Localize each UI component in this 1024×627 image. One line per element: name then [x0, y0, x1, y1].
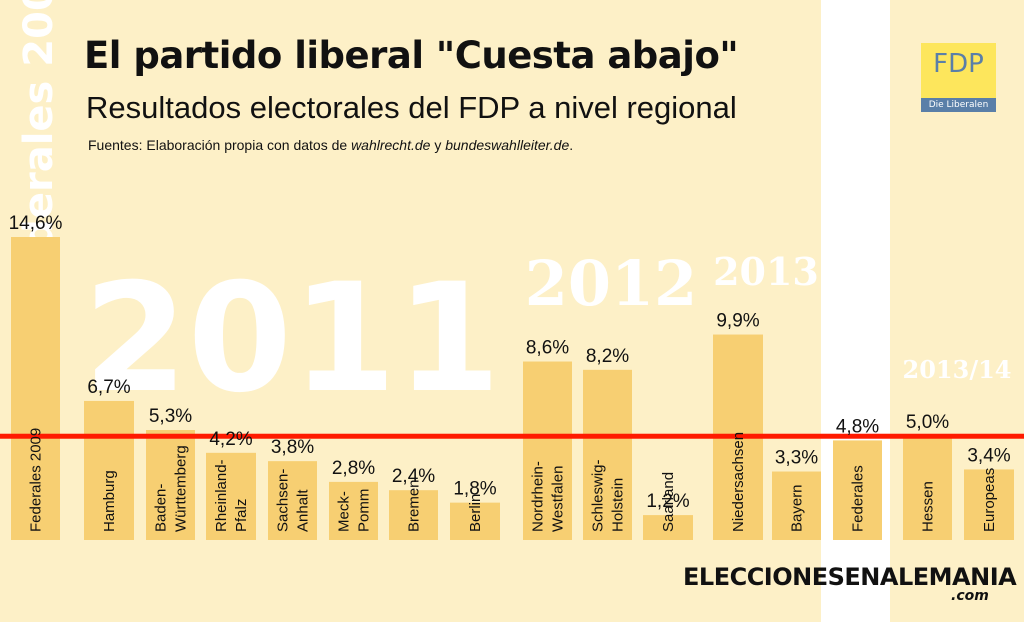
bar-10: [643, 515, 693, 540]
value-label-5: 2,8%: [332, 458, 375, 479]
value-label-13: 4,8%: [836, 416, 879, 437]
bar-8: [523, 361, 572, 540]
bar-7: [450, 502, 500, 540]
value-label-6: 2,4%: [392, 466, 435, 487]
category-label-6: Bremen: [406, 479, 423, 532]
category-label-8-0: Nordrhein-: [530, 461, 547, 532]
page-title: El partido liberal "Cuesta abajo": [84, 34, 739, 77]
category-label-9-1: Holstein: [610, 478, 627, 532]
category-label-9-0: Schleswig-: [590, 459, 607, 532]
sources-site-1: wahlrecht.de: [351, 137, 431, 153]
page-subtitle: Resultados electorales del FDP a nivel r…: [86, 90, 737, 125]
category-label-3-0: Rheinland-: [213, 459, 230, 532]
bar-2: [146, 430, 195, 540]
category-label-5-1: Pomm: [356, 489, 373, 532]
bar-3: [206, 452, 256, 540]
bar-9: [583, 369, 632, 540]
category-label-0: Federales 2009: [28, 428, 45, 532]
period-label-2013: 2013: [713, 249, 819, 294]
value-label-1: 6,7%: [87, 377, 130, 398]
value-label-14: 5,0%: [906, 412, 949, 433]
bar-15: [964, 469, 1014, 540]
category-label-2-0: Baden-: [153, 484, 170, 532]
category-label-7: Berlin: [467, 494, 484, 532]
category-label-4-0: Sachsen-: [275, 469, 292, 532]
category-label-5-0: Meck-: [336, 491, 353, 532]
value-label-10: 1,2%: [646, 491, 689, 512]
value-label-0: 14,6%: [9, 213, 63, 234]
sources-mid: y: [430, 137, 446, 153]
sources-site-2: bundeswahlleiter.de: [445, 137, 570, 153]
value-label-9: 8,2%: [586, 346, 629, 367]
value-label-4: 3,8%: [271, 437, 314, 458]
category-label-11: Niedersachsen: [730, 432, 747, 532]
fdp-logo: FDP Die Liberalen: [921, 43, 996, 112]
period-label-2012: 2012: [525, 247, 698, 320]
value-label-11: 9,9%: [716, 311, 759, 332]
period-label-federales-2013: Federales 2013: [839, 17, 885, 362]
bar-0: [11, 237, 60, 540]
period-label-2013-14: 2013/14: [903, 355, 1012, 384]
category-label-2-1: Württemberg: [173, 445, 190, 532]
category-label-14: Hessen: [920, 481, 937, 532]
category-label-8-1: Westfalen: [550, 466, 567, 532]
category-label-10: Saarland: [660, 472, 677, 532]
fdp-logo-text: FDP: [933, 49, 984, 79]
category-label-1: Hamburg: [101, 470, 118, 532]
value-label-2: 5,3%: [149, 406, 192, 427]
brand-domain: .com: [951, 588, 989, 604]
value-label-15: 3,4%: [967, 445, 1010, 466]
bar-5: [329, 481, 378, 540]
value-label-3: 4,2%: [209, 429, 252, 450]
value-label-12: 3,3%: [775, 448, 818, 469]
value-label-8: 8,6%: [526, 338, 569, 359]
bar-6: [389, 490, 438, 540]
category-label-15: Europeas: [981, 468, 998, 532]
category-label-13: Federales: [850, 465, 867, 532]
sources-suffix: .: [569, 137, 574, 153]
category-label-12: Bayern: [789, 484, 806, 532]
sources-note: Fuentes: Elaboración propia con datos de…: [88, 137, 573, 153]
bar-12: [772, 471, 821, 540]
bar-1: [84, 400, 134, 540]
brand-name: ELECCIONESENALEMANIA: [683, 563, 1017, 591]
bar-4: [268, 461, 317, 540]
category-label-3-1: Pfalz: [233, 499, 250, 532]
bar-13: [833, 440, 882, 540]
fdp-logo-tagline: Die Liberalen: [921, 98, 996, 112]
period-label-2011: 2011: [83, 252, 500, 426]
value-label-7: 1,8%: [453, 479, 496, 500]
bar-14: [903, 436, 952, 540]
sources-prefix: Fuentes: Elaboración propia con datos de: [88, 137, 352, 153]
threshold-line: [0, 433, 1024, 439]
category-label-4-1: Anhalt: [295, 489, 312, 532]
